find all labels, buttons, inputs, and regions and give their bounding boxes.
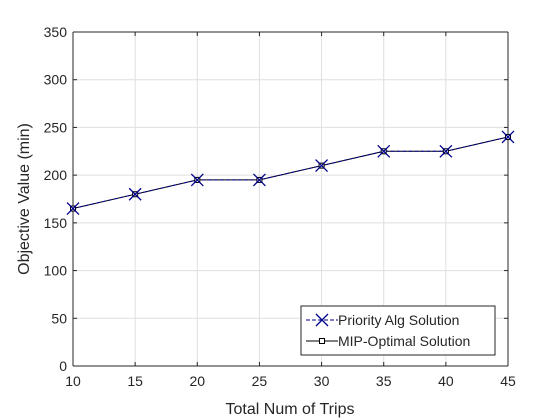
series-line-priority (72, 136, 509, 210)
y-tick-label: 200 (44, 167, 68, 183)
data-point-priority (252, 173, 266, 187)
y-tick-label: 300 (44, 72, 68, 88)
legend-label-mip: MIP-Optimal Solution (338, 333, 470, 349)
data-point-priority (66, 202, 80, 216)
y-tick-label: 250 (44, 119, 68, 135)
legend-marker-mip (319, 338, 325, 344)
data-point-priority (315, 159, 329, 173)
x-tick-label: 45 (500, 373, 516, 389)
x-tick-label: 10 (65, 373, 81, 389)
y-tick-label: 0 (59, 358, 67, 374)
legend: Priority Alg Solution MIP-Optimal Soluti… (300, 305, 496, 356)
y-axis-label: Objective Value (min) (16, 123, 33, 275)
data-point-priority (377, 144, 391, 158)
y-tick-label: 150 (44, 215, 68, 231)
y-tick-label: 350 (44, 24, 68, 40)
y-tick-label: 100 (44, 263, 68, 279)
legend-label-priority: Priority Alg Solution (338, 312, 459, 328)
x-ticks: 10 15 20 25 30 35 40 45 (65, 32, 516, 389)
x-tick-label: 15 (127, 373, 143, 389)
x-axis-label: Total Num of Trips (226, 401, 355, 418)
data-point-priority (439, 144, 453, 158)
legend-marker-priority (315, 313, 329, 327)
x-tick-label: 40 (438, 373, 454, 389)
y-tick-label: 50 (51, 310, 67, 326)
y-ticks: 0 50 100 150 200 250 300 350 (44, 24, 508, 374)
x-tick-label: 20 (189, 373, 205, 389)
data-point-priority (190, 173, 204, 187)
data-point-priority (128, 187, 142, 201)
legend-box (300, 305, 496, 356)
x-tick-label: 25 (252, 373, 268, 389)
series-group (66, 130, 515, 216)
x-tick-label: 30 (314, 373, 330, 389)
axes (72, 31, 509, 367)
data-point-priority (501, 130, 515, 144)
x-tick-label: 35 (376, 373, 392, 389)
